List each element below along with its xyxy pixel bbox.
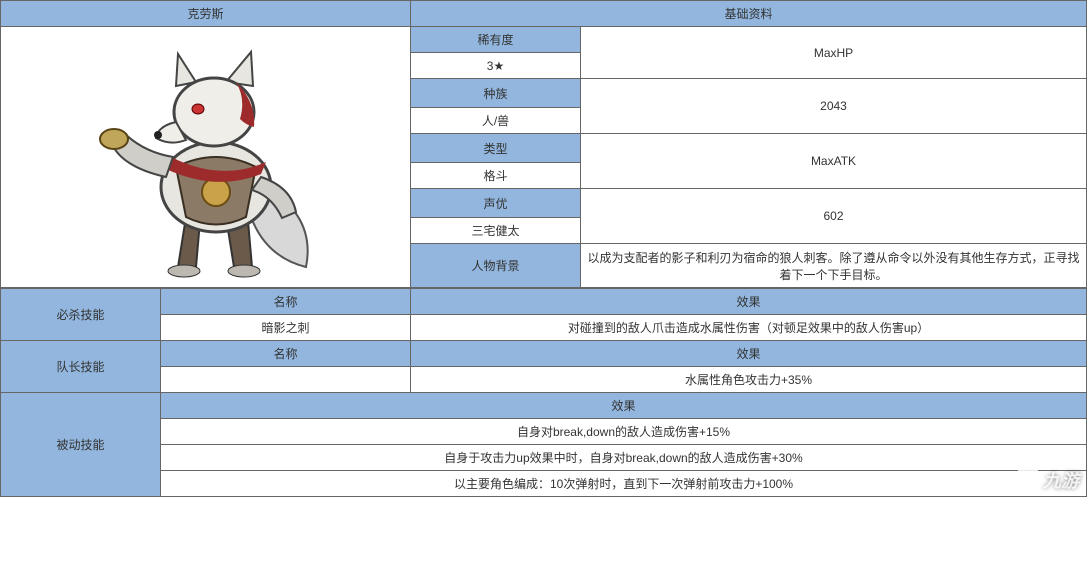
maxhp-value: 2043: [581, 79, 1087, 134]
passive-effect-label: 效果: [161, 393, 1087, 419]
leader-effect: 水属性角色攻击力+35%: [411, 367, 1087, 393]
leader-name-label: 名称: [161, 341, 411, 367]
wolf-character-icon: [76, 27, 336, 287]
type-label: 类型: [411, 134, 581, 163]
cv-label: 声优: [411, 189, 581, 218]
maxhp-label: MaxHP: [581, 27, 1087, 79]
leader-effect-label: 效果: [411, 341, 1087, 367]
skills-table: 必杀技能 名称 效果 暗影之刺 对碰撞到的敌人爪击造成水属性伤害（对顿足效果中的…: [0, 288, 1087, 497]
basic-info-table: 克劳斯 基础资料: [0, 0, 1087, 288]
character-portrait-cell: [1, 27, 411, 288]
leader-name: [161, 367, 411, 393]
character-portrait: [1, 27, 410, 287]
background-label: 人物背景: [411, 244, 581, 288]
cv-value: 三宅健太: [411, 218, 581, 244]
type-value: 格斗: [411, 163, 581, 189]
ultimate-effect: 对碰撞到的敌人爪击造成水属性伤害（对顿足效果中的敌人伤害up）: [411, 315, 1087, 341]
rarity-value: 3★: [411, 53, 581, 79]
ultimate-name-label: 名称: [161, 289, 411, 315]
basic-info-header: 基础资料: [411, 1, 1087, 27]
race-value: 人/兽: [411, 108, 581, 134]
ultimate-row-label: 必杀技能: [1, 289, 161, 341]
maxatk-value: 602: [581, 189, 1087, 244]
maxatk-label: MaxATK: [581, 134, 1087, 189]
passive-row-label: 被动技能: [1, 393, 161, 497]
passive-effect-2: 自身于攻击力up效果中时，自身对break,down的敌人造成伤害+30%: [161, 445, 1087, 471]
race-label: 种族: [411, 79, 581, 108]
ultimate-effect-label: 效果: [411, 289, 1087, 315]
leader-row-label: 队长技能: [1, 341, 161, 393]
character-name-header: 克劳斯: [1, 1, 411, 27]
rarity-label: 稀有度: [411, 27, 581, 53]
passive-effect-1: 自身对break,down的敌人造成伤害+15%: [161, 419, 1087, 445]
background-text: 以成为支配者的影子和利刃为宿命的狼人刺客。除了遵从命令以外没有其他生存方式，正寻…: [581, 244, 1087, 288]
ultimate-name: 暗影之刺: [161, 315, 411, 341]
passive-effect-3: 以主要角色编成：10次弹射时，直到下一次弹射前攻击力+100%: [161, 471, 1087, 497]
